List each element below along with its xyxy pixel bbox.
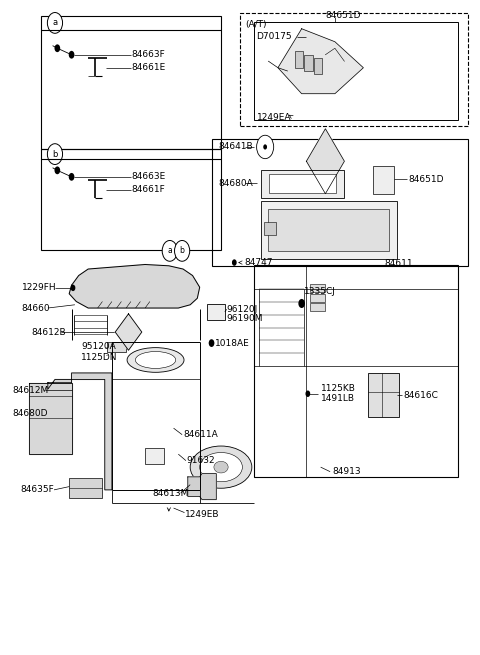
Text: 84747: 84747 <box>245 258 273 267</box>
Circle shape <box>175 240 190 261</box>
Text: a: a <box>52 18 58 28</box>
Circle shape <box>55 45 60 52</box>
Circle shape <box>162 240 178 261</box>
Text: D70175: D70175 <box>257 32 292 41</box>
Polygon shape <box>145 447 164 464</box>
Text: 1018AE: 1018AE <box>216 339 250 348</box>
Polygon shape <box>115 314 142 350</box>
Polygon shape <box>368 373 399 417</box>
Text: 1125KB: 1125KB <box>321 384 356 393</box>
Text: 84641B: 84641B <box>219 142 253 151</box>
Text: 84651D: 84651D <box>325 10 361 20</box>
Text: 84611A: 84611A <box>183 430 218 439</box>
Text: 84663F: 84663F <box>132 50 166 59</box>
Polygon shape <box>269 174 336 193</box>
Text: 84680D: 84680D <box>12 409 48 418</box>
Circle shape <box>305 390 310 397</box>
Text: 84651D: 84651D <box>408 175 444 184</box>
Polygon shape <box>107 342 126 352</box>
Ellipse shape <box>200 453 242 481</box>
Polygon shape <box>264 222 276 235</box>
Text: 84661F: 84661F <box>132 185 166 195</box>
Ellipse shape <box>214 461 228 473</box>
Text: (A/T): (A/T) <box>246 20 267 29</box>
Circle shape <box>263 144 267 149</box>
Circle shape <box>69 173 74 181</box>
Text: 84616C: 84616C <box>404 390 439 400</box>
Text: 84660: 84660 <box>22 303 50 312</box>
Circle shape <box>299 299 305 308</box>
Polygon shape <box>69 265 200 308</box>
Circle shape <box>232 259 237 266</box>
Polygon shape <box>29 383 72 454</box>
Text: 91632: 91632 <box>187 456 216 465</box>
Text: 96120J: 96120J <box>227 305 258 314</box>
Polygon shape <box>261 170 344 198</box>
Circle shape <box>48 12 62 33</box>
Text: 84663E: 84663E <box>132 172 166 181</box>
Text: 1125DN: 1125DN <box>81 353 118 362</box>
Polygon shape <box>304 55 312 71</box>
Circle shape <box>55 166 60 174</box>
Text: 1249EA: 1249EA <box>257 113 291 122</box>
Polygon shape <box>373 166 394 195</box>
Text: 84612B: 84612B <box>31 328 66 337</box>
Text: 84661E: 84661E <box>132 64 166 72</box>
Text: 84635F: 84635F <box>21 485 55 495</box>
Polygon shape <box>188 474 216 500</box>
Text: a: a <box>168 246 172 255</box>
Circle shape <box>71 285 75 291</box>
Circle shape <box>48 143 62 164</box>
Polygon shape <box>310 284 325 291</box>
Polygon shape <box>69 478 102 498</box>
Polygon shape <box>278 29 363 94</box>
Polygon shape <box>295 52 303 67</box>
Polygon shape <box>306 129 344 194</box>
Text: b: b <box>180 246 184 255</box>
Text: 1229FH: 1229FH <box>22 284 56 292</box>
Ellipse shape <box>135 352 176 368</box>
Text: 1335CJ: 1335CJ <box>304 287 336 295</box>
Text: 84612M: 84612M <box>12 386 48 395</box>
Text: 84913: 84913 <box>333 467 361 476</box>
Text: b: b <box>52 149 58 159</box>
Text: 95120A: 95120A <box>81 343 116 352</box>
Text: 84613M: 84613M <box>152 489 189 498</box>
Text: 1491LB: 1491LB <box>321 394 355 403</box>
Polygon shape <box>261 201 396 259</box>
Ellipse shape <box>127 348 184 372</box>
Text: 84611: 84611 <box>384 259 413 269</box>
Ellipse shape <box>190 446 252 488</box>
Text: 96190M: 96190M <box>227 314 263 323</box>
Circle shape <box>209 339 215 347</box>
Circle shape <box>305 33 310 40</box>
Circle shape <box>257 136 274 159</box>
Polygon shape <box>268 210 389 251</box>
Text: 1249EB: 1249EB <box>185 510 220 519</box>
Polygon shape <box>48 373 112 490</box>
Polygon shape <box>313 58 322 74</box>
Polygon shape <box>207 304 225 320</box>
Polygon shape <box>310 303 325 311</box>
Polygon shape <box>310 293 325 301</box>
Text: 84680A: 84680A <box>219 179 253 188</box>
Circle shape <box>69 51 74 59</box>
